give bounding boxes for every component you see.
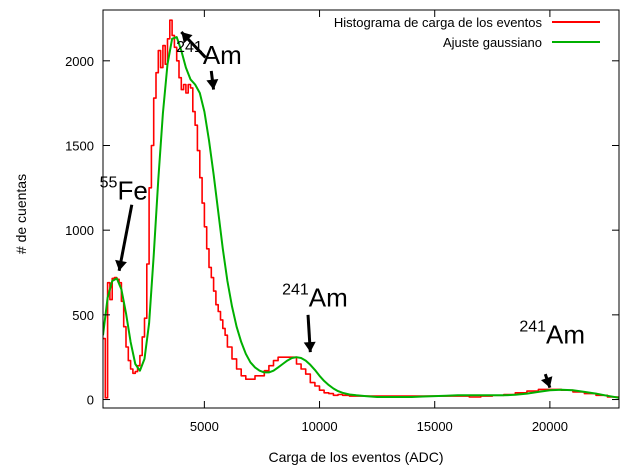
series-layer <box>103 19 619 400</box>
y-tick-label: 500 <box>72 308 94 323</box>
legend: Histograma de carga de los eventos Ajuste… <box>334 15 600 50</box>
annotation-arrow-head <box>181 32 193 44</box>
series-line-2 <box>103 36 619 399</box>
x-tick-label: 20000 <box>532 419 568 434</box>
isotope-annotation: 241Am <box>282 281 348 312</box>
legend-label: Ajuste gaussiano <box>443 35 542 50</box>
annotation-arrow-head <box>206 78 219 90</box>
x-tick-label: 15000 <box>417 419 453 434</box>
isotope-symbol: Am <box>309 282 348 312</box>
isotope-mass-number: 241 <box>519 319 546 336</box>
isotope-symbol: Am <box>546 320 585 350</box>
isotope-annotation: 241Am <box>176 39 242 70</box>
isotope-symbol: Fe <box>117 176 147 206</box>
y-tick-label: 1500 <box>65 138 94 153</box>
y-tick-label: 0 <box>87 393 94 408</box>
x-tick-label: 10000 <box>301 419 337 434</box>
annotation-arrow-head <box>540 376 553 388</box>
annotation-arrow-head <box>115 259 127 271</box>
isotope-mass-number: 241 <box>176 39 203 56</box>
isotope-symbol: Am <box>203 40 242 70</box>
annotation-arrow-head <box>303 341 316 353</box>
x-axis-label: Carga de los eventos (ADC) <box>268 449 443 465</box>
isotope-annotation: 241Am <box>519 319 585 350</box>
axis-layer: 0 500 1000 1500 2000 5000 10000 15000 20000 <box>65 10 619 434</box>
annotation-arrow-shaft <box>117 204 134 272</box>
arrow-layer <box>115 30 553 389</box>
y-tick-label: 2000 <box>65 54 94 69</box>
x-tick-label: 5000 <box>190 419 219 434</box>
isotope-mass-number: 55 <box>100 175 118 192</box>
y-axis-label: # de cuentas <box>13 174 29 254</box>
legend-label: Histograma de carga de los eventos <box>334 15 543 30</box>
y-tick-label: 1000 <box>65 223 94 238</box>
plot-frame <box>102 9 620 409</box>
isotope-annotation: 55Fe <box>100 175 148 206</box>
isotope-mass-number: 241 <box>282 281 309 298</box>
